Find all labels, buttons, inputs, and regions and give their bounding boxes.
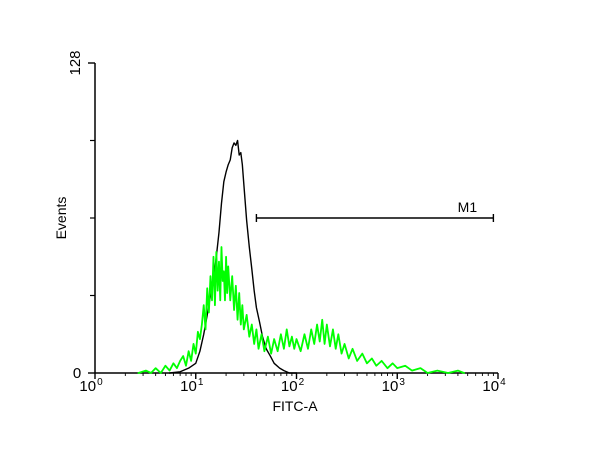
x-tick-label: 102 (281, 377, 305, 395)
x-tick-exponent: 0 (97, 377, 103, 388)
marker-range-label: M1 (458, 199, 478, 215)
x-tick-label: 100 (79, 377, 103, 395)
x-tick-base: 10 (281, 378, 298, 395)
x-tick-exponent: 1 (198, 377, 204, 388)
x-tick-base: 10 (482, 378, 499, 395)
series-layer (137, 139, 465, 374)
x-tick-base: 10 (79, 378, 96, 395)
x-tick-exponent: 3 (399, 377, 405, 388)
y-tick-label: 128 (67, 50, 84, 75)
x-tick-exponent: 2 (299, 377, 305, 388)
x-tick-exponent: 4 (500, 377, 506, 388)
annotation-layer: M1 (255, 199, 495, 222)
x-tick-label: 103 (382, 377, 406, 395)
y-ticks-group: 0 128 (67, 50, 95, 382)
x-tick-label: 104 (482, 377, 506, 395)
x-ticks-group: 100 101 102 103 104 (79, 373, 506, 395)
x-tick-label: 101 (180, 377, 204, 395)
x-tick-base: 10 (382, 378, 399, 395)
histogram-series-black (168, 139, 298, 374)
y-tick-label: 0 (73, 365, 81, 382)
x-tick-base: 10 (180, 378, 197, 395)
x-axis-label: FITC-A (272, 398, 318, 414)
histogram-series-green (137, 246, 465, 374)
y-axis-label: Events (53, 197, 69, 240)
